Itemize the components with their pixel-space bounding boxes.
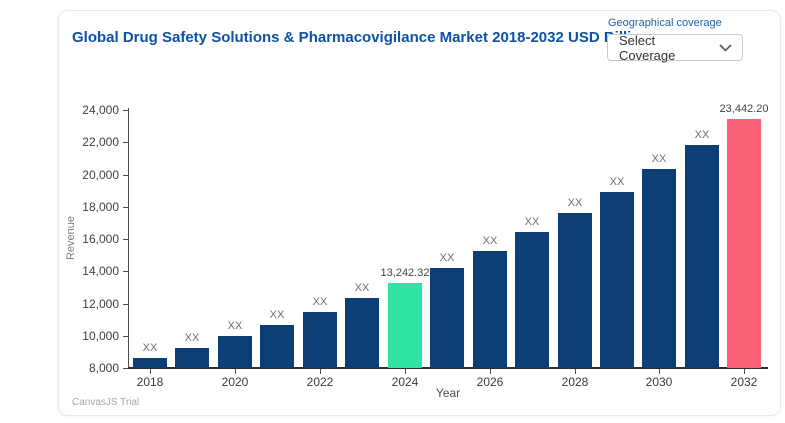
bar-data-label-2022: XX — [312, 296, 328, 308]
coverage-select-value: Select Coverage — [619, 32, 676, 63]
bar-data-label-2026: XX — [482, 235, 498, 247]
bar-2024[interactable] — [388, 283, 422, 368]
x-tick-mark — [744, 369, 745, 374]
x-tick-label-2024: 2024 — [391, 375, 419, 389]
bar-data-label-2025: XX — [439, 252, 455, 264]
bar-2029[interactable] — [600, 192, 634, 368]
x-tick-label-2026: 2026 — [476, 375, 504, 389]
y-tick-mark — [123, 110, 128, 111]
y-tick-mark — [123, 239, 128, 240]
y-tick-label: 16,000 — [82, 232, 119, 246]
coverage-label: Geographical coverage — [608, 17, 722, 29]
bar-data-label-2032: 23,442.20 — [719, 103, 769, 115]
x-tick-label-2032: 2032 — [730, 375, 758, 389]
bar-2032[interactable] — [727, 119, 761, 368]
x-axis-title: Year — [435, 386, 461, 400]
y-tick-label: 12,000 — [82, 297, 119, 311]
bar-2019[interactable] — [175, 348, 209, 368]
y-tick-mark — [123, 175, 128, 176]
bar-2030[interactable] — [642, 169, 676, 368]
bar-data-label-2030: XX — [651, 153, 667, 165]
x-tick-label-2020: 2020 — [221, 375, 249, 389]
y-tick-mark — [123, 142, 128, 143]
x-tick-mark — [150, 369, 151, 374]
x-tick-mark — [235, 369, 236, 374]
bar-2031[interactable] — [685, 145, 719, 368]
y-tick-mark — [123, 368, 128, 369]
y-tick-label: 20,000 — [82, 168, 119, 182]
bar-2018[interactable] — [133, 358, 167, 368]
y-tick-label: 14,000 — [82, 264, 119, 278]
bar-data-label-2019: XX — [184, 332, 200, 344]
bar-data-label-2031: XX — [694, 129, 710, 141]
x-tick-mark — [575, 369, 576, 374]
bar-data-label-2021: XX — [269, 309, 285, 321]
y-tick-label: 22,000 — [82, 135, 119, 149]
bar-data-label-2023: XX — [354, 282, 370, 294]
bar-data-label-2027: XX — [524, 216, 540, 228]
x-tick-mark — [659, 369, 660, 374]
y-tick-label: 24,000 — [82, 103, 119, 117]
bar-data-label-2020: XX — [227, 320, 243, 332]
bar-2022[interactable] — [303, 312, 337, 368]
bar-2026[interactable] — [473, 251, 507, 368]
x-tick-mark — [320, 369, 321, 374]
y-tick-mark — [123, 336, 128, 337]
bar-data-label-2018: XX — [142, 342, 158, 354]
bar-2020[interactable] — [218, 336, 252, 368]
bar-2028[interactable] — [558, 213, 592, 368]
x-tick-label-2018: 2018 — [136, 375, 164, 389]
x-tick-label-2030: 2030 — [645, 375, 673, 389]
y-tick-label: 8,000 — [88, 361, 119, 375]
y-axis-line — [128, 108, 129, 368]
x-tick-label-2028: 2028 — [561, 375, 589, 389]
coverage-select-dropdown[interactable]: Select Coverage — [607, 32, 743, 63]
canvasjs-trial-watermark: CanvasJS Trial — [72, 397, 140, 408]
bar-2021[interactable] — [260, 325, 294, 368]
y-tick-mark — [123, 207, 128, 208]
bar-data-label-2024: 13,242.32 — [380, 267, 430, 279]
chevron-down-icon — [719, 40, 732, 55]
bar-2027[interactable] — [515, 232, 549, 368]
bar-2023[interactable] — [345, 298, 379, 368]
y-tick-mark — [123, 304, 128, 305]
x-axis-line — [128, 367, 768, 369]
x-tick-mark — [490, 369, 491, 374]
bar-2025[interactable] — [430, 268, 464, 368]
y-tick-label: 10,000 — [82, 329, 119, 343]
bar-data-label-2029: XX — [609, 176, 625, 188]
bar-data-label-2028: XX — [567, 197, 583, 209]
chart-title: Global Drug Safety Solutions & Pharmacov… — [72, 29, 650, 46]
y-tick-mark — [123, 271, 128, 272]
y-tick-label: 18,000 — [82, 200, 119, 214]
x-tick-mark — [405, 369, 406, 374]
x-tick-label-2022: 2022 — [306, 375, 334, 389]
